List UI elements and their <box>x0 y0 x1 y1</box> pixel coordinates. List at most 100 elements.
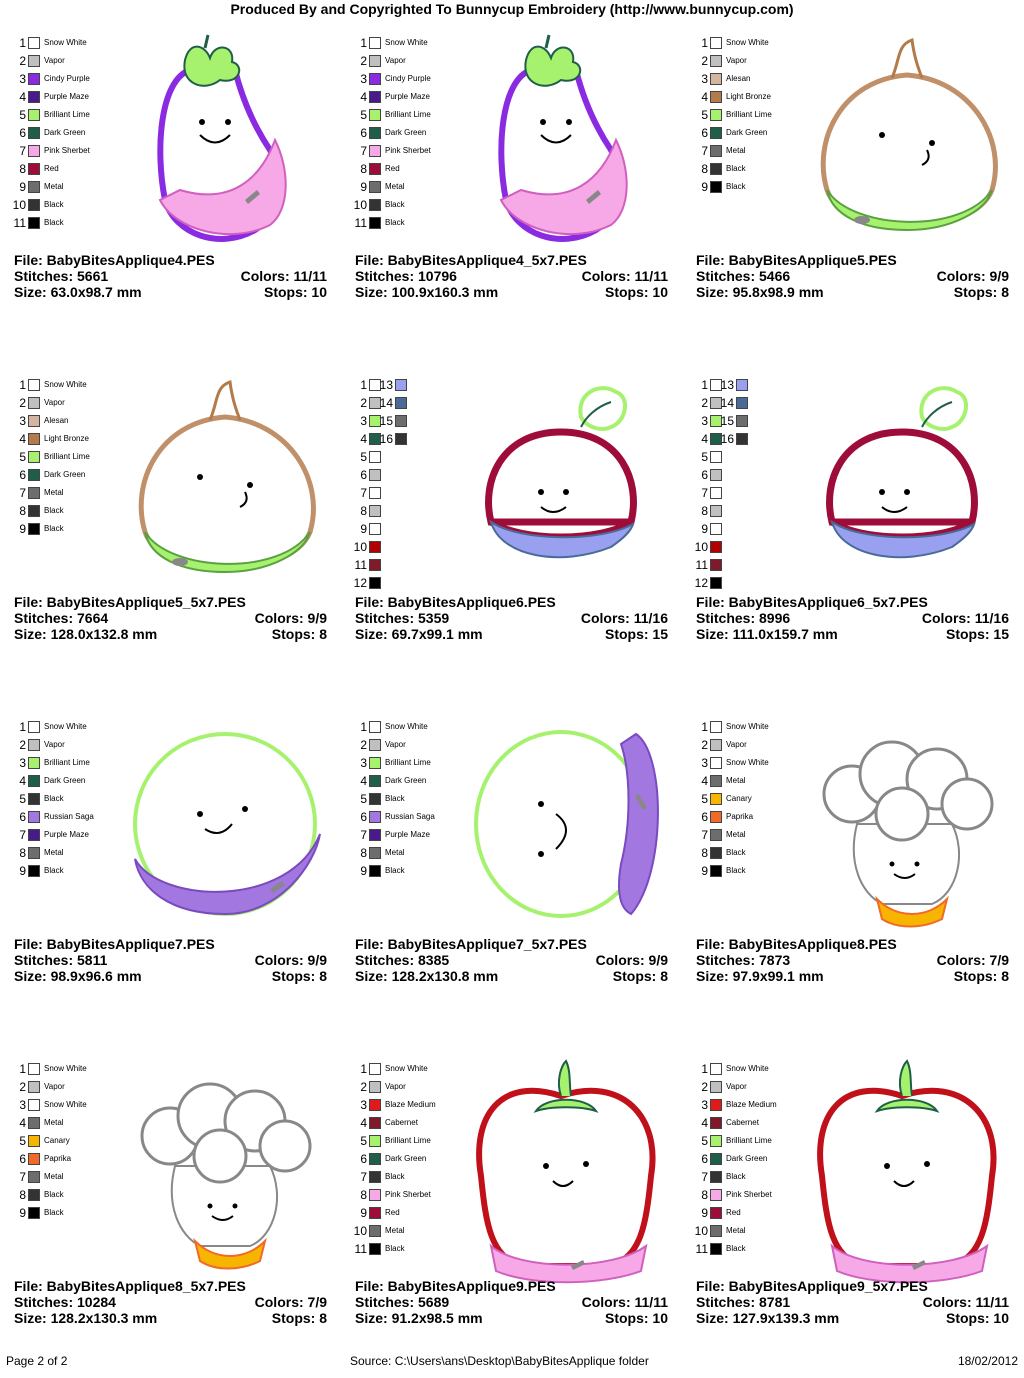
source-path: Source: C:\Users\ans\Desktop\BabyBitesAp… <box>350 1354 649 1368</box>
color-number: 3 <box>701 72 708 86</box>
color-number: 2 <box>701 738 708 752</box>
color-number: 7 <box>19 828 26 842</box>
design-size: Size: 63.0x98.7 mm <box>14 284 142 300</box>
color-number: 10 <box>694 1224 708 1238</box>
color-number: 10 <box>353 540 367 554</box>
color-name: Red <box>44 164 59 173</box>
design-info: File: BabyBitesApplique8_5x7.PES Stitches… <box>14 1278 327 1326</box>
color-swatch <box>28 1099 40 1111</box>
eggplant-artwork <box>120 30 320 255</box>
page-footer: Page 2 of 2 Source: C:\Users\ans\Desktop… <box>0 1352 1024 1370</box>
design-info: File: BabyBitesApplique9.PES Stitches: 56… <box>355 1278 668 1326</box>
eggplant-artwork <box>461 30 661 255</box>
color-name: Black <box>44 866 64 875</box>
color-name: Vapor <box>385 56 406 65</box>
color-name: Canary <box>44 1136 70 1145</box>
color-swatch <box>369 811 381 823</box>
color-number: 7 <box>360 828 367 842</box>
color-count: Colors: 11/16 <box>580 610 668 626</box>
color-swatch <box>369 379 381 391</box>
page-number: Page 2 of 2 <box>6 1354 68 1368</box>
color-swatch <box>28 379 40 391</box>
color-number: 2 <box>360 54 367 68</box>
pepper-artwork <box>802 1056 1012 1291</box>
color-swatch <box>369 91 381 103</box>
color-name: Black <box>44 506 64 515</box>
stitch-count: Stitches: 7664 <box>14 610 109 626</box>
stitch-count: Stitches: 5811 <box>14 952 108 968</box>
color-swatch <box>28 1117 40 1129</box>
color-number: 8 <box>19 504 26 518</box>
color-name: Black <box>726 848 746 857</box>
stitch-count: Stitches: 10796 <box>355 268 457 284</box>
color-swatch <box>28 217 40 229</box>
color-name: Black <box>726 182 746 191</box>
color-number: 3 <box>701 414 708 428</box>
color-swatch <box>369 451 381 463</box>
color-name: Dark Green <box>385 776 427 785</box>
stop-count: Stops: 10 <box>945 1310 1009 1326</box>
color-swatch <box>369 577 381 589</box>
color-swatch <box>28 1153 40 1165</box>
color-swatch <box>28 1063 40 1075</box>
color-swatch <box>369 199 381 211</box>
color-name: Pink Sherbet <box>385 1190 431 1199</box>
color-number: 9 <box>19 864 26 878</box>
color-swatch <box>369 1135 381 1147</box>
color-number: 8 <box>360 1188 367 1202</box>
design-card: 1 Snow White 2 Vapor 3 Snow White 4 Metal 5 Canar… <box>0 1036 341 1378</box>
color-swatch <box>28 739 40 751</box>
color-number: 8 <box>19 846 26 860</box>
color-number: 6 <box>360 1152 367 1166</box>
color-swatch <box>369 181 381 193</box>
color-number: 11 <box>354 558 367 572</box>
color-number: 3 <box>360 1098 367 1112</box>
stop-count: Stops: 8 <box>953 284 1009 300</box>
color-swatch <box>28 433 40 445</box>
design-card: 1 Snow White 2 Vapor 3 Cindy Purple 4 Purple Ma… <box>0 10 341 352</box>
color-number: 9 <box>701 1206 708 1220</box>
color-name: Cabernet <box>726 1118 759 1127</box>
color-swatch <box>28 775 40 787</box>
color-swatch <box>369 1081 381 1093</box>
color-number: 11 <box>354 1242 367 1256</box>
color-swatch <box>28 181 40 193</box>
color-swatch <box>736 433 748 445</box>
color-number: 6 <box>19 126 26 140</box>
color-swatch <box>710 415 722 427</box>
color-swatch <box>369 1117 381 1129</box>
color-number: 1 <box>701 36 708 50</box>
color-swatch <box>395 415 407 427</box>
stitch-count: Stitches: 8996 <box>696 610 791 626</box>
color-swatch <box>710 397 722 409</box>
color-swatch <box>710 1171 722 1183</box>
color-swatch <box>710 1189 722 1201</box>
color-count: Colors: 7/9 <box>254 1294 327 1310</box>
color-name: Pink Sherbet <box>385 146 431 155</box>
color-number: 7 <box>701 828 708 842</box>
color-swatch <box>28 163 40 175</box>
design-info: File: BabyBitesApplique8.PES Stitches: 78… <box>696 936 1009 984</box>
color-number: 3 <box>360 72 367 86</box>
color-name: Black <box>44 1208 64 1217</box>
stop-count: Stops: 10 <box>604 284 668 300</box>
color-swatch <box>369 469 381 481</box>
color-swatch <box>710 487 722 499</box>
color-number: 1 <box>19 378 26 392</box>
color-name: Snow White <box>726 38 769 47</box>
color-swatch <box>28 469 40 481</box>
color-name: Alesan <box>44 416 69 425</box>
stop-count: Stops: 10 <box>604 1310 668 1326</box>
design-info: File: BabyBitesApplique4.PES Stitches: 56… <box>14 252 327 300</box>
color-number: 5 <box>360 108 367 122</box>
color-name: Red <box>385 164 400 173</box>
color-swatch <box>710 127 722 139</box>
color-swatch <box>28 829 40 841</box>
stop-count: Stops: 15 <box>945 626 1009 642</box>
color-swatch <box>710 721 722 733</box>
color-name: Black <box>44 200 64 209</box>
color-swatch <box>28 865 40 877</box>
color-number: 6 <box>360 810 367 824</box>
color-swatch <box>28 1135 40 1147</box>
color-number: 14 <box>379 396 393 410</box>
